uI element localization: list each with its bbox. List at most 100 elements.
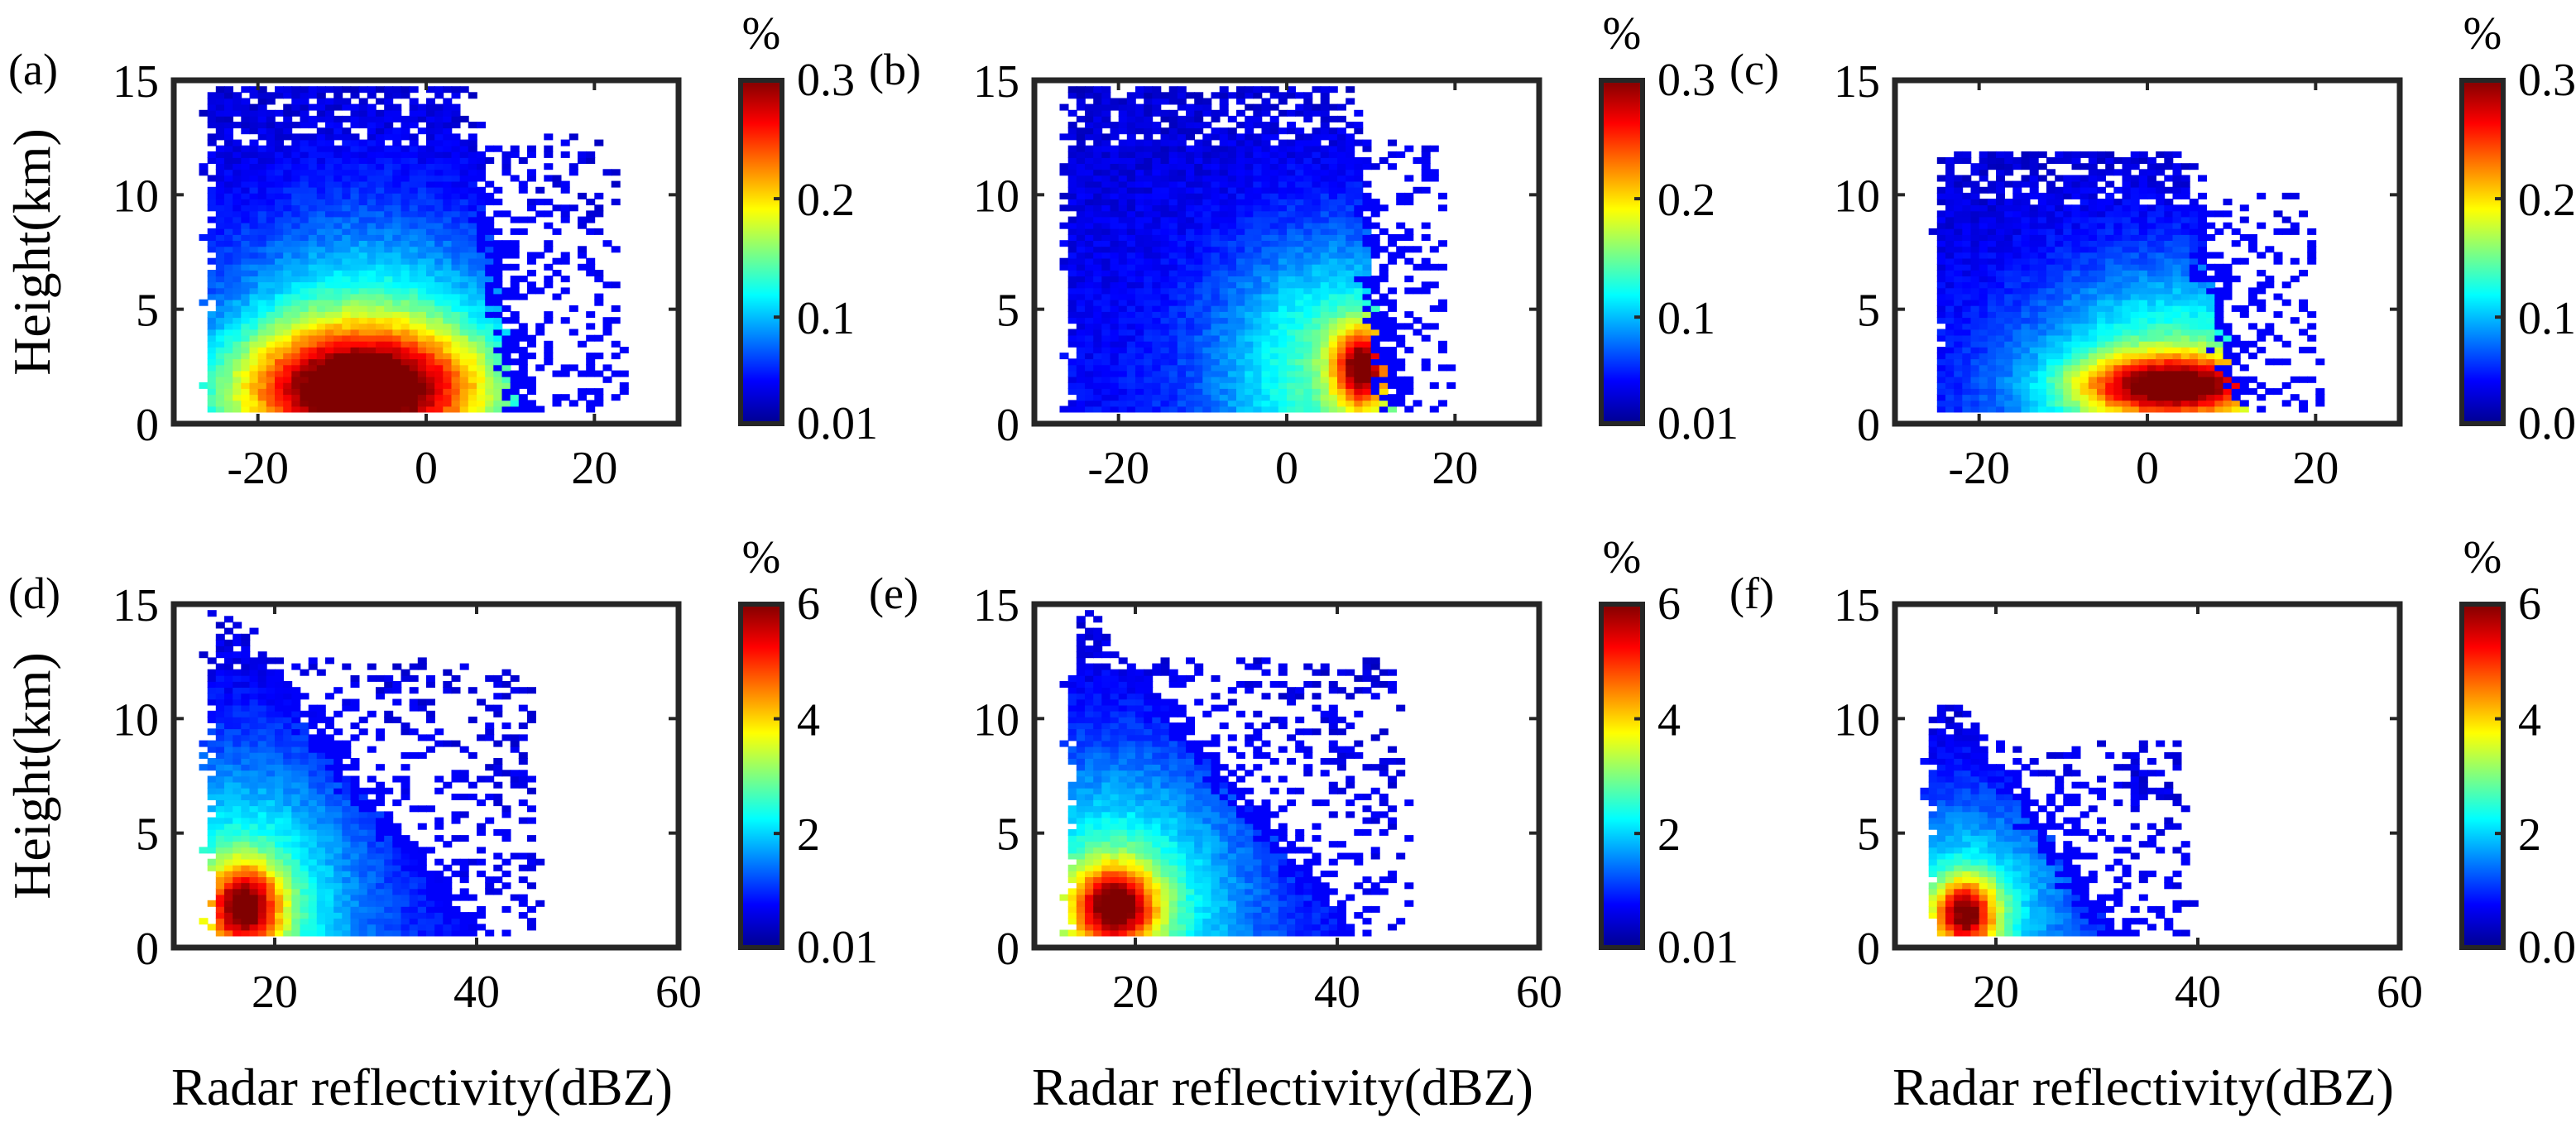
heatmap-cell [2046, 388, 2056, 396]
heatmap-cell [2071, 263, 2081, 271]
heatmap-cell [283, 175, 293, 182]
heatmap-cell [1278, 246, 1288, 253]
heatmap-cell [2080, 210, 2089, 218]
heatmap-cell [1177, 151, 1187, 158]
heatmap-cell [578, 370, 587, 377]
heatmap-cell [2012, 370, 2022, 377]
heatmap-cell [1093, 145, 1103, 152]
heatmap-cell [1227, 151, 1237, 158]
heatmap-cell [233, 406, 242, 413]
heatmap-cell [1404, 276, 1414, 283]
heatmap-cell [1202, 151, 1212, 158]
heatmap-cell [1287, 353, 1296, 360]
heatmap-cell [2080, 246, 2089, 253]
heatmap-cell [275, 145, 284, 152]
heatmap-cell [1245, 406, 1254, 413]
heatmap-cell [350, 186, 360, 194]
heatmap-cell [1936, 293, 1946, 300]
heatmap-cell [1320, 394, 1330, 401]
heatmap-cell [1194, 199, 1204, 206]
heatmap-cell [275, 394, 284, 401]
y-tick-label: 10 [113, 170, 159, 222]
heatmap-cell [1186, 145, 1195, 152]
heatmap-cell [1413, 263, 1422, 271]
heatmap-cell [1413, 287, 1422, 295]
heatmap-cell [342, 281, 352, 289]
heatmap-cell [1076, 394, 1086, 401]
heatmap-cell [2071, 270, 2081, 276]
heatmap-cell [1421, 157, 1431, 164]
heatmap-cell [527, 287, 536, 295]
heatmap-cell [477, 257, 486, 265]
heatmap-cell [2037, 216, 2047, 223]
heatmap-cell [266, 186, 276, 194]
heatmap-cell [459, 364, 469, 372]
heatmap-cell [1354, 305, 1364, 312]
heatmap-cell [1970, 394, 1980, 401]
heatmap-cell [233, 388, 242, 396]
heatmap-cell [224, 157, 233, 164]
heatmap-cell [384, 228, 394, 235]
heatmap-cell [477, 329, 486, 336]
heatmap-cell [1118, 287, 1128, 295]
heatmap-cell [1987, 240, 1997, 247]
heatmap-cell [1295, 281, 1305, 289]
heatmap-cell [2063, 376, 2073, 383]
heatmap-cell [207, 103, 217, 111]
heatmap-cell [2088, 299, 2098, 306]
heatmap-cell [1303, 388, 1313, 396]
heatmap-cell [1202, 234, 1212, 241]
heatmap-cell [1093, 376, 1103, 383]
heatmap-cell [2105, 382, 2115, 389]
heatmap-cell [1346, 122, 1355, 129]
heatmap-cell [1261, 317, 1271, 324]
heatmap-cell [350, 222, 360, 229]
heatmap-cell [1168, 263, 1178, 271]
heatmap-cell [1954, 246, 1964, 253]
heatmap-cell [1346, 311, 1355, 319]
heatmap-cell [376, 334, 385, 342]
heatmap-cell [1303, 199, 1313, 206]
heatmap-cell [1945, 234, 1955, 241]
heatmap-cell [1118, 334, 1128, 342]
heatmap-cell [485, 305, 495, 312]
heatmap-cell [1076, 240, 1086, 247]
heatmap-cell [342, 340, 352, 348]
heatmap-cell [2071, 406, 2081, 413]
heatmap-cell [1253, 370, 1263, 377]
heatmap-cell [224, 287, 233, 295]
heatmap-cell [1168, 109, 1178, 117]
heatmap-cell [1160, 400, 1170, 407]
heatmap-cell [1186, 340, 1195, 348]
heatmap-cell [1186, 358, 1195, 366]
heatmap-cell [1236, 287, 1245, 295]
heatmap-cell [2080, 329, 2089, 336]
heatmap-cell [1186, 163, 1195, 170]
heatmap-cell [358, 122, 368, 129]
heatmap-cell [1067, 334, 1077, 342]
heatmap-cell [1278, 92, 1288, 99]
heatmap-cell [493, 305, 503, 312]
heatmap-cell [376, 109, 385, 117]
heatmap-cell [426, 400, 435, 407]
heatmap-cell [1413, 400, 1422, 407]
heatmap-cell [1945, 222, 1955, 229]
heatmap-cell [426, 180, 435, 188]
heatmap-cell [527, 270, 536, 276]
heatmap-cell [2037, 376, 2047, 383]
heatmap-cell [1118, 263, 1128, 271]
heatmap-cell [1320, 246, 1330, 253]
heatmap-cell [1987, 364, 1997, 372]
heatmap-cell [417, 353, 427, 360]
heatmap-cell [1278, 180, 1288, 188]
heatmap-cell [1269, 317, 1279, 324]
heatmap-cell [493, 246, 503, 253]
heatmap-cell [1253, 115, 1263, 122]
heatmap-cell [1962, 252, 1972, 259]
heatmap-cell [1346, 151, 1355, 158]
heatmap-cell [2055, 199, 2065, 206]
heatmap-cell [1093, 252, 1103, 259]
heatmap-cell [1118, 305, 1128, 312]
heatmap-cell [459, 151, 469, 158]
heatmap-cell [249, 358, 259, 366]
